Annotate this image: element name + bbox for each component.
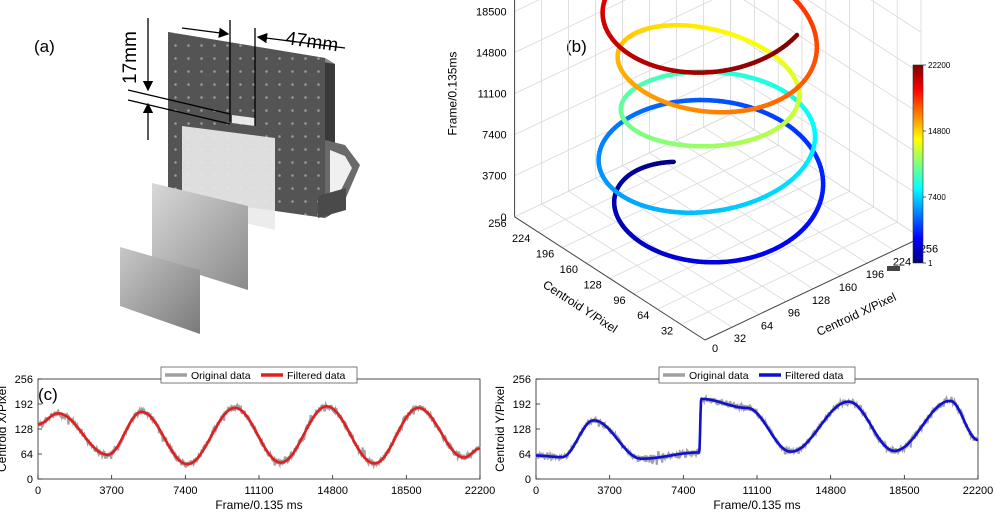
panel-b-3d-plot: (b) 0 3700 7400 11100 14800 18500 22200 32 64 96 1… xyxy=(446,0,951,355)
x-tick-label: 14800 xyxy=(815,485,846,497)
plot-frame xyxy=(535,378,979,480)
legend-label: Filtered data xyxy=(785,370,844,382)
x-axis-title: Frame/0.135 ms xyxy=(713,498,800,512)
x-axis-line xyxy=(704,237,922,341)
y-tick-label: 64 xyxy=(519,449,531,461)
colorbar-tick-label: 7400 xyxy=(928,193,946,202)
y-tick-label: 128 xyxy=(583,279,601,291)
x-tick-label: 18500 xyxy=(391,485,422,497)
legend-box xyxy=(658,366,856,384)
y-tick-label: 224 xyxy=(512,233,530,245)
y-tick-label: 196 xyxy=(536,249,554,261)
x-tick-label: 18500 xyxy=(889,485,920,497)
y-axis-line xyxy=(514,216,706,341)
z-tick-label: 3700 xyxy=(482,171,506,183)
grid-line xyxy=(676,139,868,264)
panel-b-trajectory xyxy=(596,0,826,265)
y-tick-label: 160 xyxy=(560,264,578,276)
trajectory-segment xyxy=(792,0,800,4)
y-tick-label: 64 xyxy=(21,449,33,461)
y-tick-label: 0 xyxy=(27,474,33,486)
panel-label-c: (c) xyxy=(38,385,58,404)
x-tick-label: 96 xyxy=(788,308,800,320)
panel-a-diagram: (a) 47mm xyxy=(34,18,360,334)
y-axis-title: Centroid Y/Pixel xyxy=(540,277,620,335)
panel-label-b: (b) xyxy=(566,37,587,56)
mount-bracket xyxy=(318,140,360,218)
x-tick-label: 22200 xyxy=(465,485,496,497)
colorbar xyxy=(912,64,924,264)
legend-label: Original data xyxy=(689,370,749,382)
z-axis-title: Frame/0.135ms xyxy=(446,52,460,136)
series-original-line xyxy=(534,394,980,466)
z-tick-label: 18500 xyxy=(476,6,507,18)
panel-c-left-chart: 0 64 128 192 256 0 3700 7400 11100 14800 18500 2220… xyxy=(0,366,496,512)
z-tick-label: 7400 xyxy=(482,130,506,142)
colorbar-ticks: 1 7400 14800 22200 xyxy=(923,61,951,268)
legend-box xyxy=(160,366,358,384)
y-tick-label: 128 xyxy=(15,424,33,436)
x-tick-label: 11100 xyxy=(743,485,772,497)
y-tick-label: 256 xyxy=(15,374,33,386)
dim-label-height: 17mm xyxy=(120,31,141,84)
panel-c-right-chart: 0 64 128 192 256 0 3700 7400 11100 14800 18500 2220… xyxy=(493,366,994,512)
colorbar-tick-label: 1 xyxy=(928,259,933,268)
z-tick-label: 0 xyxy=(500,212,506,224)
x-tick-label: 0 xyxy=(712,343,718,355)
x-tick-label: 11100 xyxy=(245,485,274,497)
series-filtered-line xyxy=(536,397,978,460)
series-filtered-line xyxy=(38,404,481,466)
y-tick-label: 0 xyxy=(525,474,531,486)
y-tick-label: 64 xyxy=(637,310,649,322)
z-tick-label: 14800 xyxy=(476,48,507,60)
dimension-lines xyxy=(127,18,346,140)
y-tick-label: 256 xyxy=(488,218,506,230)
view-marker xyxy=(887,266,900,271)
plot-frame xyxy=(37,378,481,480)
dim-label-width: 47mm xyxy=(284,28,339,56)
x-tick-label: 160 xyxy=(839,282,857,294)
x-tick-label: 22200 xyxy=(963,485,994,497)
y-tick-label: 192 xyxy=(513,399,531,411)
x-tick-label: 3700 xyxy=(99,485,123,497)
grid-line xyxy=(703,126,895,251)
y-tick-label: 32 xyxy=(661,326,673,338)
y-tick-label: 128 xyxy=(513,424,531,436)
x-tick-label: 128 xyxy=(812,295,830,307)
y-axis-title: Centroid X/Pixel xyxy=(0,386,9,472)
x-tick-label: 64 xyxy=(761,320,773,332)
y-tick-label: 192 xyxy=(15,399,33,411)
panel-label-a: (a) xyxy=(34,37,55,56)
x-tick-label: 32 xyxy=(734,333,746,345)
x-tick-label: 7400 xyxy=(173,485,197,497)
panel-b-axes: 0370074001110014800185002220032649612816… xyxy=(446,0,938,355)
legend-label: Filtered data xyxy=(287,370,346,382)
y-tick-label: 256 xyxy=(513,374,531,386)
x-tick-label: 3700 xyxy=(597,485,621,497)
panel-c-line-charts: 0 64 128 192 256 0 3700 7400 11100 14800 18500 2220… xyxy=(0,366,994,512)
x-tick-label: 256 xyxy=(920,244,938,256)
x-tick-label: 0 xyxy=(533,485,539,497)
x-tick-label: 0 xyxy=(35,485,41,497)
x-tick-label: 14800 xyxy=(317,485,348,497)
colorbar-tick-label: 22200 xyxy=(928,61,951,70)
x-tick-label: 224 xyxy=(893,256,911,268)
grid-line xyxy=(649,152,841,277)
x-tick-label: 196 xyxy=(866,269,884,281)
sample-plate-2 xyxy=(120,247,200,334)
grid-line xyxy=(562,144,779,248)
y-axis-title: Centroid Y/Pixel xyxy=(493,386,507,472)
trajectory-segment xyxy=(792,32,800,40)
colorbar-tick-label: 14800 xyxy=(928,127,951,136)
x-axis-title: Frame/0.135 ms xyxy=(215,498,302,512)
x-tick-label: 7400 xyxy=(671,485,695,497)
grid-line xyxy=(609,175,826,279)
y-tick-label: 96 xyxy=(613,295,625,307)
z-tick-label: 11100 xyxy=(478,89,507,101)
grid-line xyxy=(870,0,922,33)
legend-label: Original data xyxy=(191,370,251,382)
